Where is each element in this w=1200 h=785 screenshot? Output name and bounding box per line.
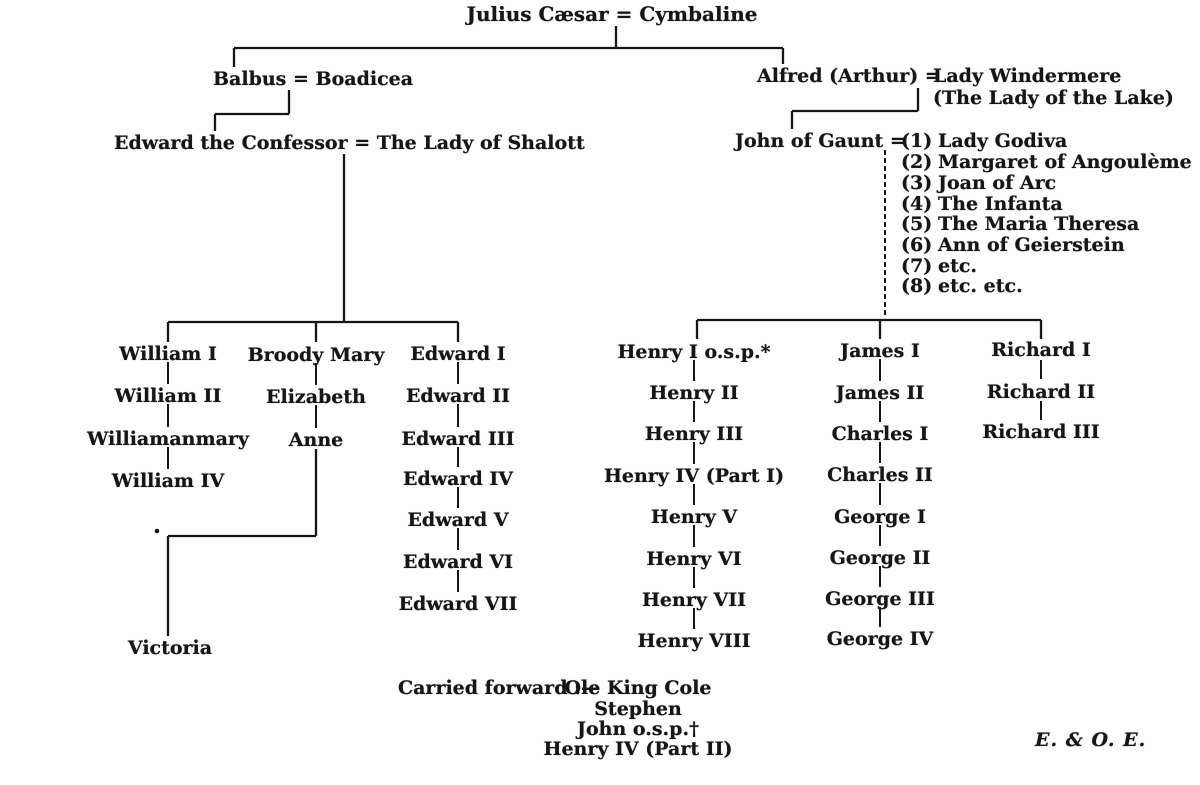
node-george-iii: George III bbox=[825, 588, 935, 610]
main-connector-path bbox=[166, 26, 1043, 636]
node-henry-iii: Henry III bbox=[644, 423, 744, 445]
wife-number: (3) bbox=[901, 172, 933, 194]
node-charles-i: Charles I bbox=[831, 423, 929, 445]
node-alfred-arthur: Alfred (Arthur) = bbox=[757, 65, 941, 87]
node-james-i: James I bbox=[840, 340, 920, 362]
node-henry-vii: Henry VII bbox=[641, 589, 747, 611]
node-joan-of-arc: Joan of Arc bbox=[938, 172, 1057, 194]
errata-mark: E. & O. E. bbox=[1035, 729, 1147, 751]
node-etc: etc. bbox=[938, 255, 978, 277]
node-ann-of-geierstein: Ann of Geierstein bbox=[938, 234, 1125, 256]
carried-forward-label: Carried forward :— bbox=[398, 677, 601, 699]
node-richard-ii: Richard II bbox=[986, 381, 1096, 403]
node-charles-ii: Charles II bbox=[827, 464, 933, 486]
node-henry-iv-part-ii: Henry IV (Part II) bbox=[543, 738, 733, 760]
node-george-i: George I bbox=[834, 506, 926, 528]
node-julius-cymbaline: Julius Cæsar = Cymbaline bbox=[466, 2, 758, 26]
node-etc-etc: etc. etc. bbox=[938, 275, 1023, 297]
node-victoria: Victoria bbox=[127, 637, 213, 659]
node-anne: Anne bbox=[288, 429, 344, 451]
node-edward-iv: Edward IV bbox=[403, 468, 513, 490]
node-lady-of-the-lake: (The Lady of the Lake) bbox=[933, 87, 1174, 109]
wife-number: (8) bbox=[901, 275, 933, 297]
node-edward-ii: Edward II bbox=[405, 385, 511, 407]
node-edward-i: Edward I bbox=[410, 343, 506, 365]
node-stephen: Stephen bbox=[594, 698, 682, 720]
node-john-osp: John o.s.p.† bbox=[576, 718, 700, 740]
node-henry-vi: Henry VI bbox=[646, 548, 742, 570]
wife-number: (6) bbox=[901, 234, 933, 256]
node-elizabeth: Elizabeth bbox=[266, 386, 366, 408]
node-henry-viii: Henry VIII bbox=[637, 630, 751, 652]
stray-ink-dot bbox=[154, 528, 160, 534]
node-william-i: William I bbox=[119, 343, 217, 365]
node-williamanmary: Williamanmary bbox=[87, 428, 249, 450]
node-henry-ii: Henry II bbox=[649, 382, 739, 404]
node-ole-king-cole: Ole King Cole bbox=[564, 677, 712, 699]
node-maria-theresa: The Maria Theresa bbox=[938, 213, 1140, 235]
wife-number: (7) bbox=[901, 255, 933, 277]
node-george-ii: George II bbox=[829, 547, 931, 569]
node-edward-vii: Edward VII bbox=[398, 593, 518, 615]
node-john-of-gaunt: John of Gaunt = bbox=[735, 130, 906, 152]
node-william-iv: William IV bbox=[111, 470, 225, 492]
node-edward-v: Edward V bbox=[407, 509, 509, 531]
node-margaret-of-angouleme: Margaret of Angoulème bbox=[938, 151, 1192, 173]
node-balbus-boadicea: Balbus = Boadicea bbox=[213, 68, 414, 90]
node-henry-iv-part-i: Henry IV (Part I) bbox=[603, 465, 785, 487]
node-edward-vi: Edward VI bbox=[403, 551, 513, 573]
node-edward-confessor: Edward the Confessor = The Lady of Shalo… bbox=[114, 132, 585, 154]
node-edward-iii: Edward III bbox=[401, 428, 515, 450]
node-james-ii: James II bbox=[835, 382, 925, 404]
wife-number: (2) bbox=[901, 151, 933, 173]
node-henry-v: Henry V bbox=[650, 506, 738, 528]
node-lady-windermere: Lady Windermere bbox=[933, 65, 1122, 87]
node-george-iv: George IV bbox=[826, 628, 934, 650]
node-broody-mary: Broody Mary bbox=[247, 344, 385, 366]
wife-number: (5) bbox=[901, 213, 933, 235]
node-richard-i: Richard I bbox=[991, 339, 1091, 361]
wife-number: (1) bbox=[901, 130, 933, 152]
node-richard-iii: Richard III bbox=[982, 421, 1100, 443]
wife-number: (4) bbox=[901, 193, 933, 215]
node-henry-i-osp: Henry I o.s.p.* bbox=[617, 341, 771, 363]
node-lady-godiva: Lady Godiva bbox=[938, 130, 1068, 152]
node-the-infanta: The Infanta bbox=[938, 193, 1063, 215]
node-william-ii: William II bbox=[114, 385, 222, 407]
